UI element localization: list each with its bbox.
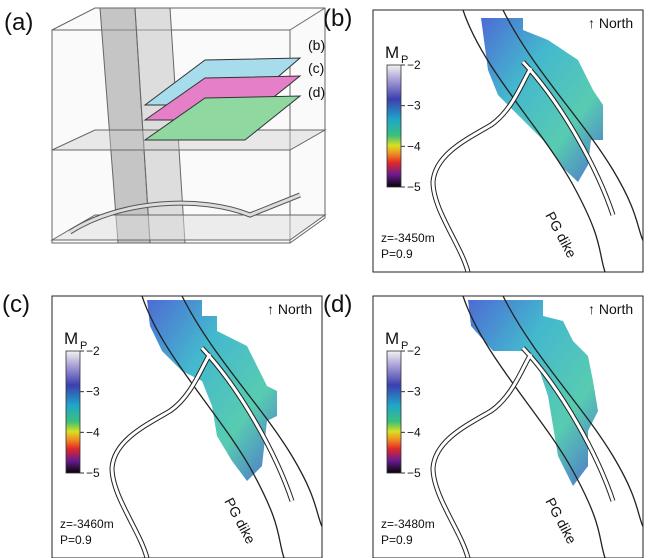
panel-label: (b)	[323, 5, 352, 32]
layer-label: (c)	[308, 60, 324, 76]
probability-label: P=0.9	[60, 533, 92, 547]
heatmap	[147, 300, 277, 481]
colorbar-tick-label: −3	[407, 99, 421, 113]
colorbar-tick-label: −5	[407, 466, 421, 480]
depth-label: z=-3480m	[381, 517, 435, 531]
layer-label: (b)	[308, 37, 325, 53]
panel-label: (a)	[4, 9, 33, 36]
colorbar-tick-label: −3	[86, 385, 100, 399]
north-label: ↑ North	[588, 301, 633, 317]
probability-label: P=0.9	[381, 247, 413, 261]
dike-label: PG dike	[542, 209, 580, 261]
colorbar-title: M	[64, 329, 78, 348]
colorbar-tick-label: −4	[86, 425, 100, 439]
colorbar-tick-label: −4	[407, 139, 421, 153]
dike-label: PG dike	[221, 495, 259, 547]
colorbar-tick-label: −4	[407, 425, 421, 439]
heatmap	[468, 300, 598, 486]
colorbar-title: M	[385, 329, 399, 348]
north-label: ↑ North	[588, 15, 633, 31]
colorbar	[387, 65, 401, 187]
figure: (a) (b) (c) (d) ↑ NorthMP−2−3−4−5PG dike…	[0, 0, 653, 558]
colorbar-tick-label: −2	[407, 344, 421, 358]
colorbar-tick-label: −3	[407, 385, 421, 399]
layer-label: (d)	[308, 84, 325, 100]
colorbar-tick-label: −2	[407, 58, 421, 72]
dike-label: PG dike	[542, 495, 580, 547]
panel-label: (d)	[323, 291, 352, 318]
depth-label: z=-3460m	[60, 517, 114, 531]
colorbar-tick-label: −5	[86, 466, 100, 480]
heatmap	[481, 18, 603, 182]
colorbar	[66, 351, 80, 473]
map-area	[433, 296, 648, 558]
colorbar-tick-label: −5	[407, 180, 421, 194]
north-label: ↑ North	[267, 301, 312, 317]
colorbar-tick-label: −2	[86, 344, 100, 358]
panel-a: (a) (b) (c) (d)	[4, 8, 325, 243]
colorbar-title: M	[385, 43, 399, 62]
map-area	[112, 296, 327, 558]
panel-label: (c)	[2, 291, 30, 318]
colorbar	[387, 351, 401, 473]
depth-label: z=-3450m	[381, 231, 435, 245]
map-area	[433, 10, 648, 272]
probability-label: P=0.9	[381, 533, 413, 547]
